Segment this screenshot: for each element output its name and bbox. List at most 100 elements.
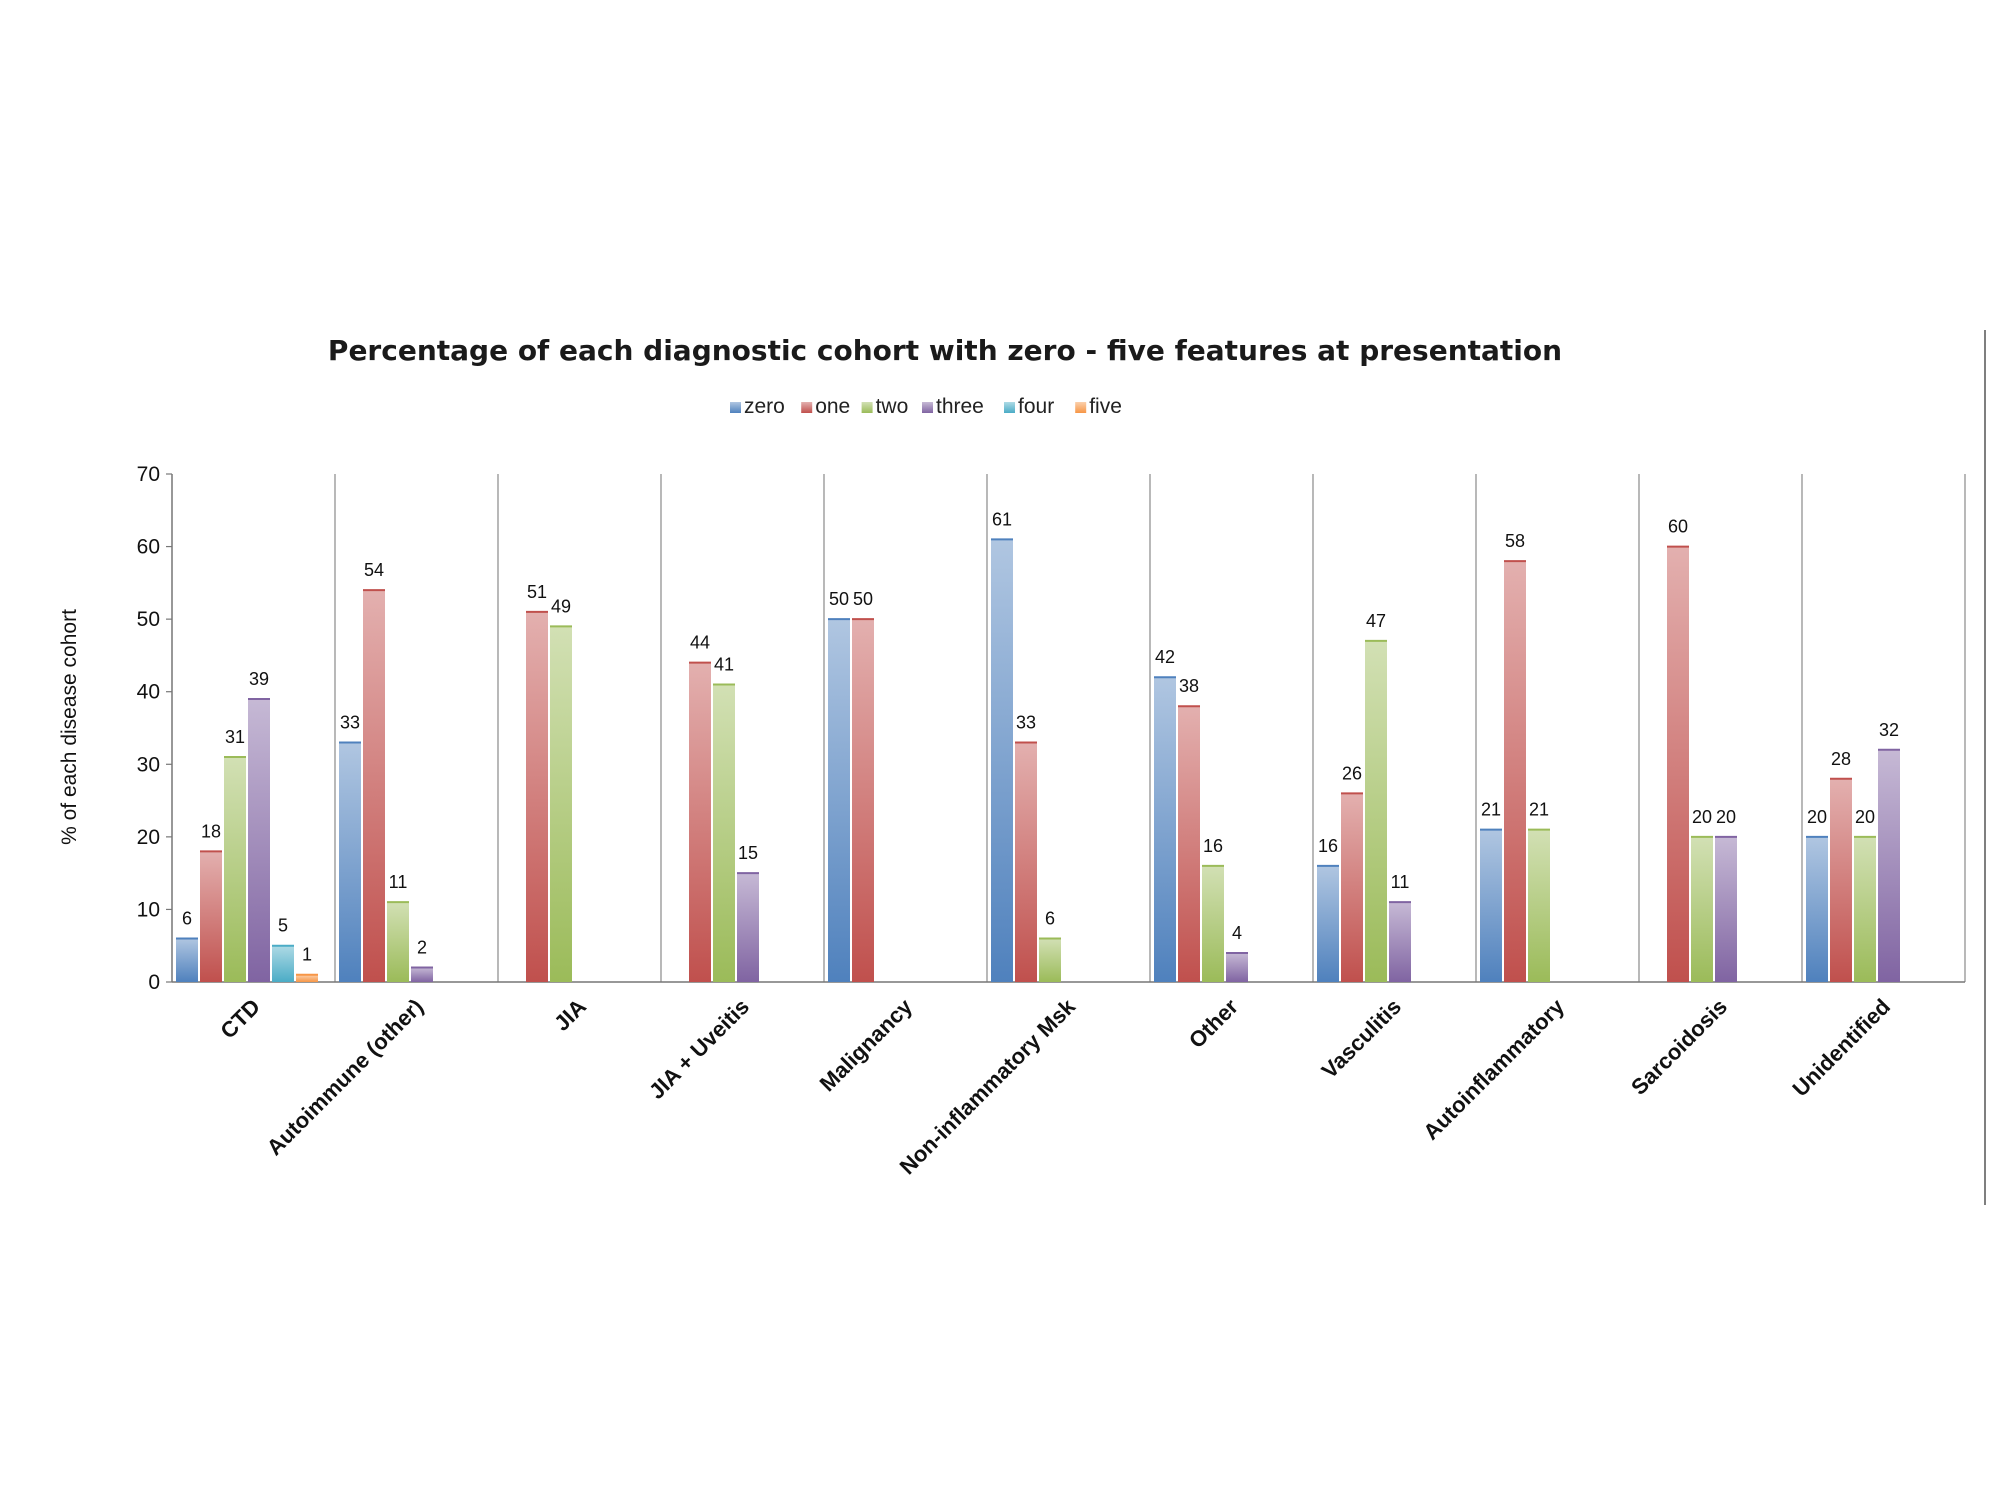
data-label: 49: [551, 596, 571, 616]
y-tick-label: 0: [148, 971, 160, 994]
legend-swatch-zero: [730, 402, 741, 413]
data-label: 33: [1016, 713, 1036, 733]
bar-zero: [176, 938, 198, 982]
bar-five: [296, 974, 318, 982]
legend-label-zero: zero: [744, 395, 785, 418]
bar-one: [1504, 561, 1526, 982]
bar-three: [1389, 902, 1411, 982]
data-label: 21: [1481, 800, 1501, 820]
plot-area: 010203040506070618313951CTD3354112Autoim…: [137, 463, 1966, 1179]
data-label: 42: [1155, 647, 1175, 667]
data-label: 5: [278, 916, 288, 936]
legend-label-four: four: [1018, 395, 1054, 418]
data-label: 26: [1342, 763, 1362, 783]
legend-label-two: two: [876, 395, 909, 418]
legend-item-five: five: [1075, 395, 1122, 418]
category-label: Other: [1184, 994, 1243, 1053]
category-label: Autoimmune (other): [262, 994, 428, 1160]
bar-zero: [1480, 829, 1502, 982]
bar-one: [689, 662, 711, 982]
data-label: 16: [1318, 836, 1338, 856]
legend-swatch-two: [861, 402, 873, 413]
category-label: JIA + Uveitis: [644, 994, 754, 1104]
data-label: 31: [225, 727, 245, 747]
bar-one: [1178, 706, 1200, 982]
legend-swatch-three: [922, 402, 933, 413]
category-group: 61 33 6: [991, 509, 1061, 982]
data-label: 20: [1807, 807, 1827, 827]
bar-one: [1667, 546, 1689, 982]
data-label: 2: [417, 937, 427, 957]
legend-label-three: three: [936, 395, 984, 418]
y-tick-label: 60: [137, 536, 160, 559]
category-group: 20 28 20 32: [1806, 720, 1900, 982]
category-label: Autoinflammatory: [1418, 993, 1569, 1144]
category-label: Vasculitis: [1317, 994, 1406, 1083]
legend-item-zero: zero: [730, 395, 785, 418]
y-tick-label: 20: [137, 826, 160, 849]
data-label: 20: [1855, 807, 1875, 827]
y-tick-label: 70: [137, 463, 160, 486]
legend: zero one two three four five: [730, 395, 1122, 418]
category-group: 60 20 20: [1667, 517, 1737, 982]
y-tick-label: 50: [137, 608, 160, 631]
legend-item-four: four: [1004, 395, 1054, 418]
category-label: CTD: [215, 994, 265, 1044]
legend-swatch-five: [1075, 402, 1087, 413]
bar-two: [387, 902, 409, 982]
bar-two: [1039, 938, 1061, 982]
bar-two: [1365, 640, 1387, 982]
bar-three: [1715, 836, 1737, 982]
bar-three: [411, 967, 433, 982]
data-label: 41: [714, 654, 734, 674]
category-label: Sarcoidosis: [1626, 994, 1732, 1100]
category-label: Non-inflammatory Msk: [895, 993, 1081, 1179]
legend-swatch-four: [1004, 402, 1015, 413]
bar-two: [224, 757, 246, 982]
category-label: Malignancy: [815, 993, 918, 1096]
data-label: 1: [302, 945, 312, 965]
bar-four: [272, 945, 294, 982]
data-label: 50: [829, 589, 849, 609]
bar-two: [1528, 829, 1550, 982]
bar-two: [1854, 836, 1876, 982]
legend-label-one: one: [815, 395, 850, 418]
chart-title: Percentage of each diagnostic cohort wit…: [328, 334, 1562, 367]
data-label: 39: [249, 669, 269, 689]
y-tick-label: 10: [137, 898, 160, 921]
data-label: 20: [1692, 807, 1712, 827]
data-label: 50: [853, 589, 873, 609]
bar-zero: [339, 742, 361, 982]
category-group: 6 18 31 39 51: [176, 669, 318, 982]
bar-one: [852, 619, 874, 982]
bar-two: [1691, 836, 1713, 982]
category-group: 21 58 21: [1480, 531, 1550, 982]
y-tick-label: 40: [137, 681, 160, 704]
data-label: 60: [1668, 517, 1688, 537]
bar-zero: [1806, 836, 1828, 982]
bar-three: [737, 873, 759, 982]
data-label: 51: [527, 582, 547, 602]
bar-one: [1830, 778, 1852, 982]
data-label: 54: [364, 560, 384, 580]
data-label: 18: [201, 821, 221, 841]
data-label: 32: [1879, 720, 1899, 740]
data-label: 28: [1831, 749, 1851, 769]
bar-zero: [1154, 677, 1176, 982]
bar-one: [200, 851, 222, 982]
category-group: 50 50: [828, 589, 874, 982]
data-label: 11: [389, 872, 408, 892]
category-group: 33 54 11 2: [339, 560, 433, 982]
data-label: 16: [1203, 836, 1223, 856]
legend-swatch-one: [801, 402, 813, 413]
bar-zero: [1317, 865, 1339, 982]
category-group: 16 26 47 11: [1317, 611, 1411, 982]
legend-item-two: two: [861, 395, 909, 418]
data-label: 33: [340, 713, 360, 733]
data-label: 20: [1716, 807, 1736, 827]
data-label: 6: [1045, 908, 1055, 928]
